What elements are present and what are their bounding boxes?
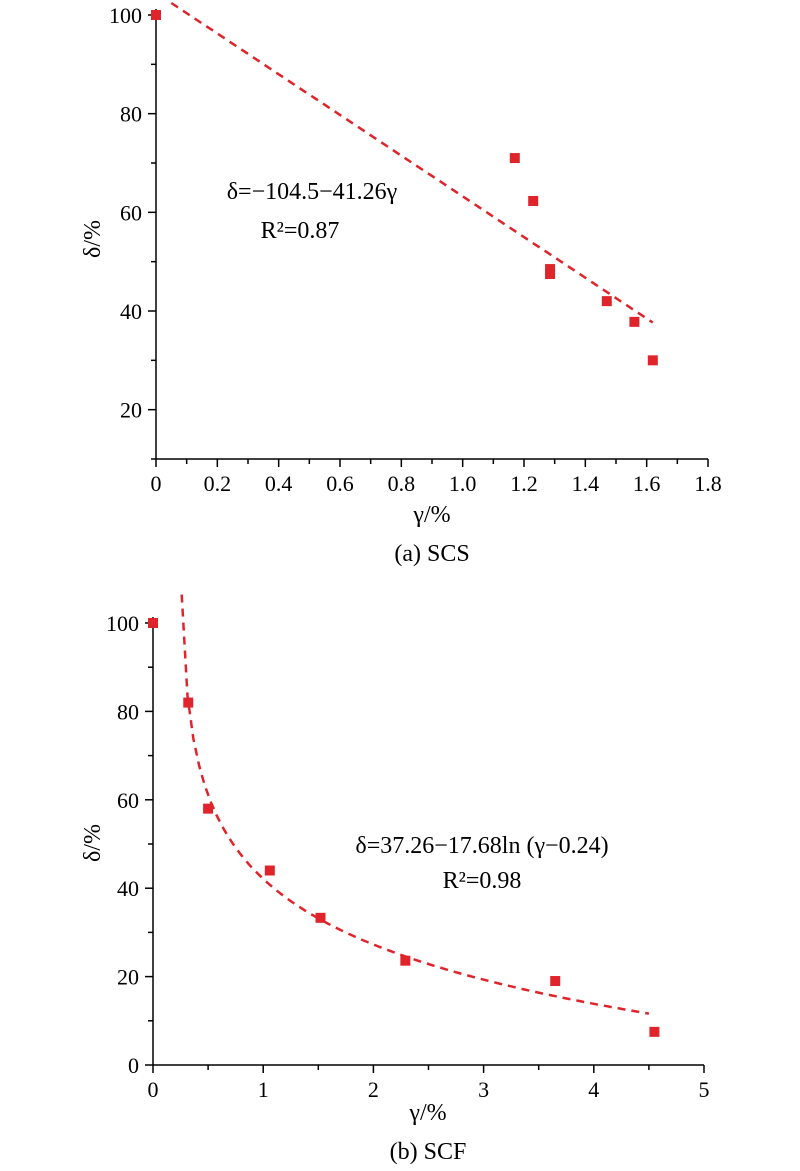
chart-a-r-squared: R²=0.87 <box>261 218 340 244</box>
chart-a-x-tick-label: 1.0 <box>449 471 477 496</box>
chart-a-x-tick-label: 0 <box>151 471 162 496</box>
chart-a-equation: δ=−104.5−41.26γ <box>227 179 398 205</box>
chart-a-x-tick-label: 0.2 <box>204 471 232 496</box>
chart-a-fit-curve <box>170 1 654 324</box>
chart-a-y-tick-label: 20 <box>120 398 142 423</box>
chart-b-y-tick-label: 100 <box>106 611 139 636</box>
chart-b-x-tick-label: 3 <box>478 1077 489 1102</box>
chart-a-caption: (a) SCS <box>394 541 469 567</box>
chart-a-x-tick-label: 1.4 <box>572 471 600 496</box>
chart-a-y-tick-label: 100 <box>109 3 142 28</box>
chart-b-r-squared: R²=0.98 <box>443 868 522 894</box>
chart-b-fit-line <box>180 594 650 1015</box>
chart-a-data-point <box>629 316 640 327</box>
chart-b-caption: (b) SCF <box>390 1139 467 1165</box>
chart-b-data-point <box>550 976 561 987</box>
chart-panel-b: 0 1 2 3 4 5 0 20 40 60 80 100 δ=37.26−17.68ln (γ−0.… <box>80 594 710 1165</box>
chart-a-y-axis-title: δ/% <box>80 220 106 258</box>
chart-a-ticks: 0 0.2 0.4 0.6 0.8 1.0 1.2 1.4 1.6 1.8 20 40 60 80 100 <box>109 3 722 496</box>
chart-a-x-tick-label: 1.2 <box>510 471 538 496</box>
chart-b-ticks: 0 1 2 3 4 5 0 20 40 60 80 100 <box>106 611 710 1102</box>
chart-b-points <box>148 618 660 1037</box>
chart-b-y-axis-title: δ/% <box>80 824 106 862</box>
chart-a-x-tick-label: 0.4 <box>265 471 293 496</box>
chart-a-data-point <box>528 195 539 206</box>
chart-a-y-tick-label: 40 <box>120 299 142 324</box>
chart-b-y-tick-label: 60 <box>117 788 139 813</box>
chart-b-y-tick-label: 20 <box>117 965 139 990</box>
chart-a-data-point <box>647 355 658 366</box>
chart-b-x-tick-label: 0 <box>148 1077 159 1102</box>
chart-b-data-point <box>203 803 214 814</box>
chart-a-y-tick-label: 60 <box>120 200 142 225</box>
chart-b-y-tick-label: 80 <box>117 699 139 724</box>
chart-a-points <box>151 10 658 366</box>
chart-b-data-point <box>315 912 326 923</box>
chart-a-data-point <box>545 269 556 279</box>
chart-a-x-tick-label: 0.8 <box>388 471 416 496</box>
chart-a-data-point <box>509 153 520 164</box>
chart-a-fit-line <box>170 1 654 324</box>
chart-a-data-point <box>601 296 612 307</box>
chart-b-x-tick-label: 2 <box>368 1077 379 1102</box>
chart-b-x-axis-title: γ/% <box>408 1100 446 1126</box>
chart-b-data-point <box>400 955 411 966</box>
chart-b-x-tick-label: 5 <box>699 1077 710 1102</box>
chart-b-data-point <box>183 697 194 708</box>
chart-b-data-point <box>148 618 158 628</box>
chart-a-x-tick-label: 1.8 <box>694 471 722 496</box>
chart-b-x-tick-label: 4 <box>588 1077 599 1102</box>
chart-a-x-tick-label: 1.6 <box>633 471 661 496</box>
chart-b-y-tick-label: 0 <box>128 1053 139 1078</box>
chart-b-equation: δ=37.26−17.68ln (γ−0.24) <box>355 833 608 859</box>
chart-b-x-tick-label: 1 <box>258 1077 269 1102</box>
chart-a-axes <box>155 9 708 460</box>
chart-b-y-tick-label: 40 <box>117 876 139 901</box>
chart-a-x-axis-title: γ/% <box>412 502 450 528</box>
chart-b-data-point <box>264 865 275 876</box>
chart-panel-a: 0 0.2 0.4 0.6 0.8 1.0 1.2 1.4 1.6 1.820406080100 … <box>80 1 722 567</box>
chart-b-data-point <box>649 1026 660 1037</box>
chart-a-data-point <box>151 10 161 20</box>
chart-a-y-tick-label: 80 <box>120 102 142 127</box>
chart-a-x-tick-label: 0.6 <box>326 471 354 496</box>
chart-b-fit-curve <box>180 594 650 1015</box>
